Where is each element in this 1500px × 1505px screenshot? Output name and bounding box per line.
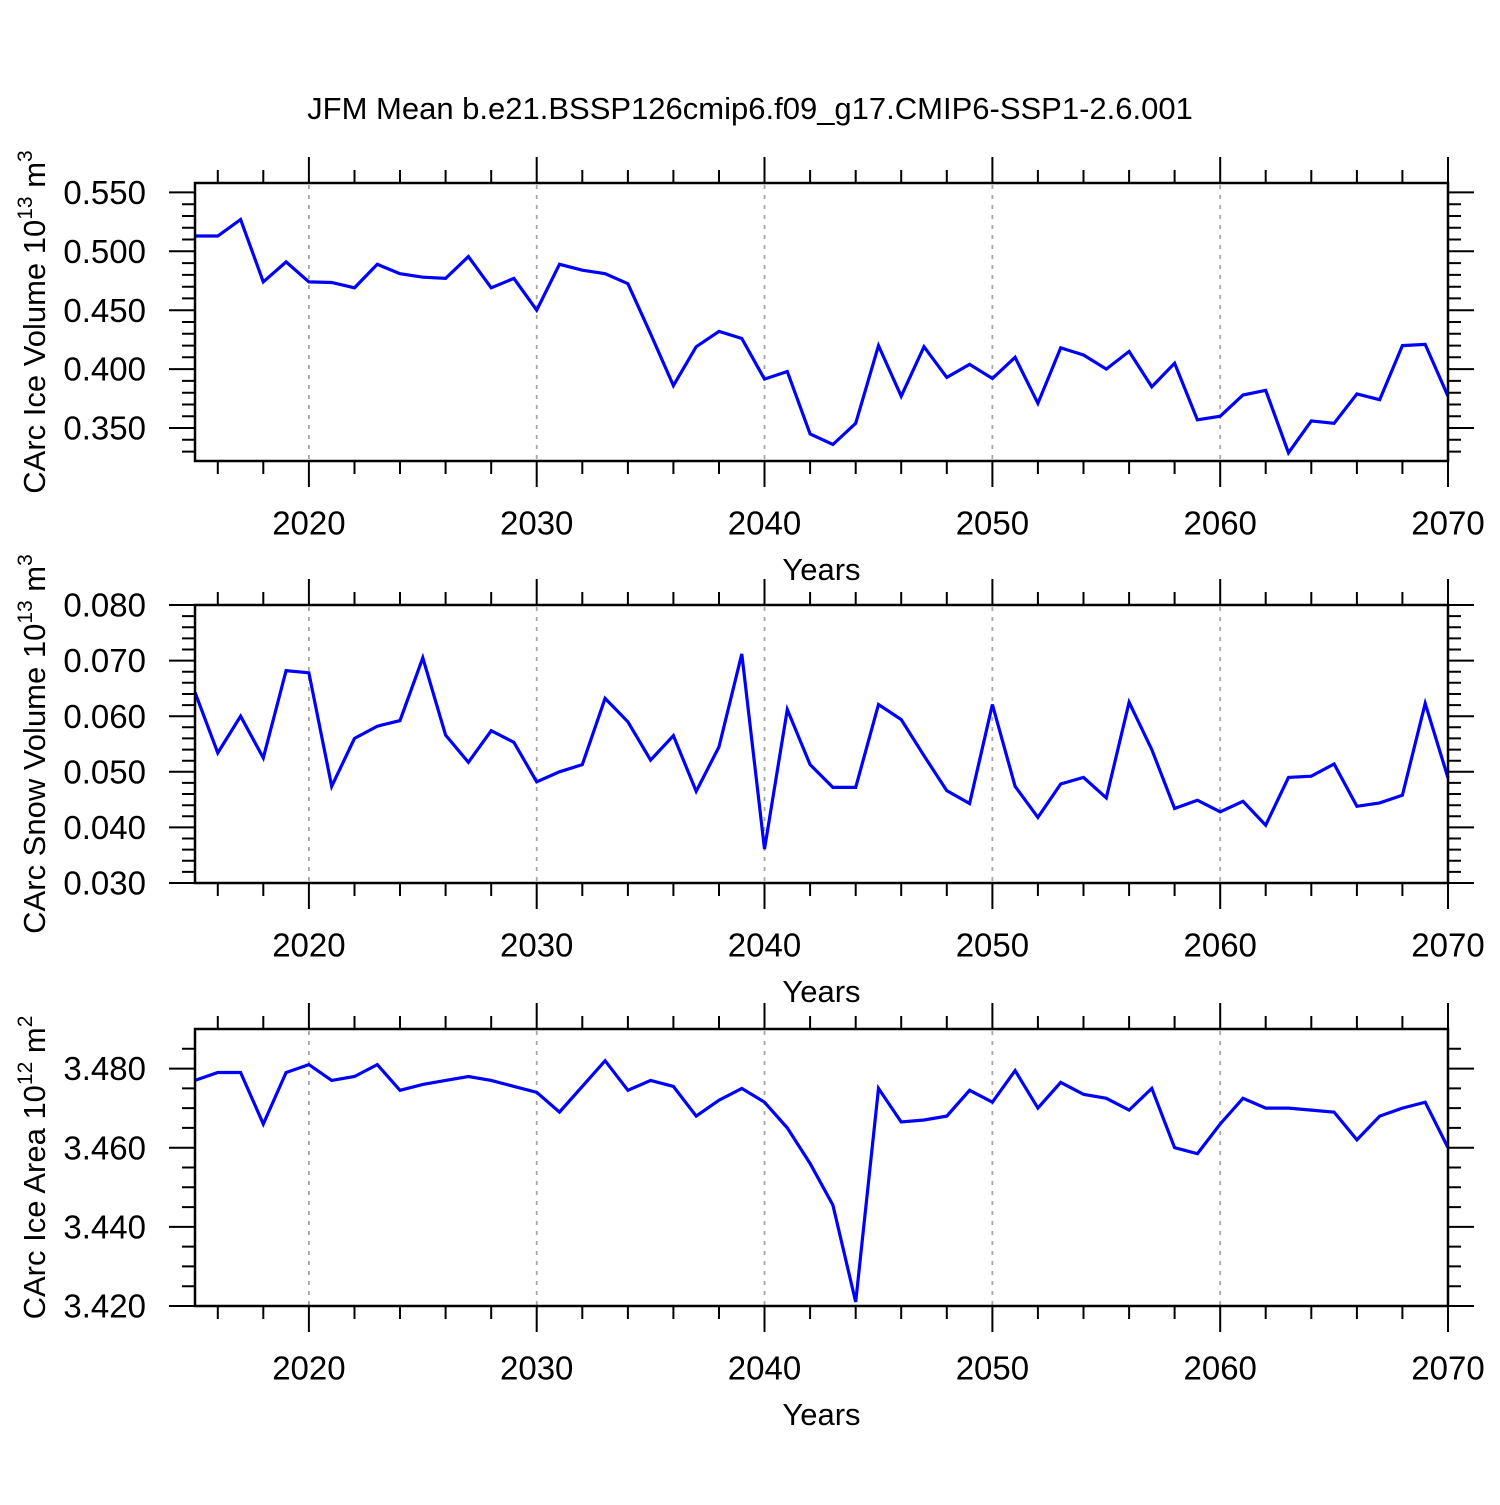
- y-axis-title: CArc Ice Area 1012 m2: [14, 1016, 52, 1320]
- data-line-snow-volume: [193, 652, 1450, 850]
- x-axis-title: Years: [782, 552, 860, 587]
- y-tick-label: 3.460: [63, 1129, 146, 1166]
- x-tick-label: 2070: [1411, 927, 1484, 964]
- x-axis-title: Years: [782, 1397, 860, 1432]
- x-tick-label: 2030: [500, 927, 573, 964]
- x-tick-label: 2040: [728, 505, 801, 542]
- x-tick-label: 2050: [956, 1350, 1029, 1387]
- y-tick-label: 0.080: [63, 587, 146, 624]
- x-tick-label: 2050: [956, 927, 1029, 964]
- y-tick-label: 0.450: [63, 292, 146, 329]
- axis-ticks: [169, 157, 1474, 487]
- x-tick-label: 2060: [1183, 505, 1256, 542]
- x-tick-label: 2040: [728, 927, 801, 964]
- y-tick-label: 3.440: [63, 1208, 146, 1245]
- panel-snow-volume: 2020 2030 2040 2050 2060 2070 0.030 0.040 0.050 0…: [14, 554, 1485, 1009]
- data-line-ice-volume: [195, 216, 1450, 457]
- y-axis-title: CArc Ice Volume 1013 m3: [14, 150, 52, 493]
- y-tick-label: 0.500: [63, 233, 146, 270]
- panel-ice-area: 2020 2030 2040 2050 2060 2070 3.420 3.440 3.460 3…: [14, 1003, 1485, 1432]
- decade-gridlines: [308, 185, 1222, 460]
- panel-ice-volume: 2020 2030 2040 2050 2060 2070 0.350 0.400 0.450 0…: [14, 150, 1485, 587]
- x-tick-label: 2060: [1183, 927, 1256, 964]
- y-tick-label: 0.050: [63, 753, 146, 790]
- y-tick-label: 0.060: [63, 698, 146, 735]
- x-tick-label: 2020: [272, 505, 345, 542]
- y-tick-label: 0.040: [63, 809, 146, 846]
- y-tick-label: 3.480: [63, 1050, 146, 1087]
- y-tick-label: 3.420: [63, 1288, 146, 1325]
- y-tick-label: 0.350: [63, 410, 146, 447]
- axis-ticks: [169, 1003, 1474, 1332]
- figure-title: JFM Mean b.e21.BSSP126cmip6.f09_g17.CMIP…: [307, 91, 1193, 126]
- x-tick-label: 2050: [956, 505, 1029, 542]
- x-tick-label: 2030: [500, 1350, 573, 1387]
- x-tick-label: 2070: [1411, 1350, 1484, 1387]
- x-tick-label: 2020: [272, 1350, 345, 1387]
- y-tick-label: 0.550: [63, 174, 146, 211]
- y-tick-label: 0.400: [63, 351, 146, 388]
- plot-frame: [193, 181, 1450, 463]
- x-tick-label: 2040: [728, 1350, 801, 1387]
- plot-frame: [193, 603, 1450, 885]
- axis-ticks: [169, 579, 1474, 909]
- x-tick-label: 2070: [1411, 505, 1484, 542]
- x-tick-label: 2030: [500, 505, 573, 542]
- x-axis-title: Years: [782, 974, 860, 1009]
- data-line-ice-area: [194, 1058, 1450, 1303]
- y-tick-label: 0.070: [63, 642, 146, 679]
- decade-gridlines: [308, 1031, 1222, 1305]
- y-tick-label: 0.030: [63, 865, 146, 902]
- x-tick-label: 2060: [1183, 1350, 1256, 1387]
- x-tick-label: 2020: [272, 927, 345, 964]
- y-axis-title: CArc Snow Volume 1013 m3: [14, 554, 52, 934]
